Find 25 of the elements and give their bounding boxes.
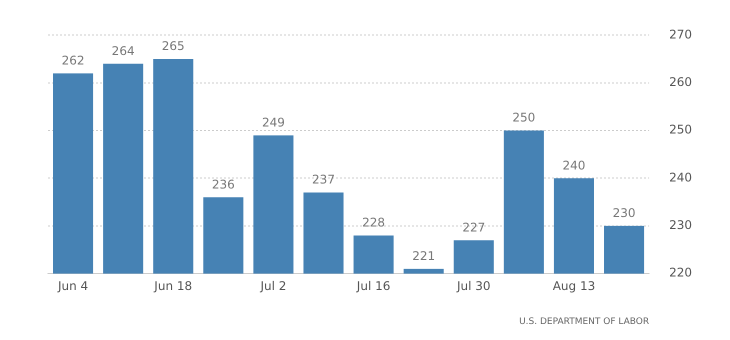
x-tick-label: Jul 16 xyxy=(356,278,390,293)
x-tick-label: Jul 2 xyxy=(259,278,286,293)
x-tick-label: Jun 4 xyxy=(56,278,88,293)
data-label: 236 xyxy=(212,177,235,192)
data-label: 227 xyxy=(462,220,486,234)
text: U.S. DEPARTMENT OF LABOR xyxy=(519,316,650,327)
x-tick-label: Jul 30 xyxy=(456,278,491,293)
y-tick-label: 260 xyxy=(669,75,692,90)
y-tick-label: 220 xyxy=(669,266,692,280)
data-label: 264 xyxy=(112,44,135,58)
x-tick-label: Jun 18 xyxy=(153,278,192,293)
x-tick-label: Aug 13 xyxy=(552,278,596,293)
y-tick-label: 230 xyxy=(669,218,692,232)
data-label: 250 xyxy=(512,110,536,125)
data-label: 228 xyxy=(362,216,386,230)
y-tick-label: 240 xyxy=(669,170,692,184)
data-label: 265 xyxy=(162,39,185,54)
data-label: 262 xyxy=(62,53,84,68)
data-label: 221 xyxy=(412,248,436,263)
data-label: 249 xyxy=(262,115,285,130)
y-tick-label: 270 xyxy=(669,27,692,42)
data-label: 237 xyxy=(312,172,335,187)
y-tick-label: 250 xyxy=(669,122,692,137)
data-label: 240 xyxy=(562,158,586,172)
data-label: 230 xyxy=(612,206,636,220)
